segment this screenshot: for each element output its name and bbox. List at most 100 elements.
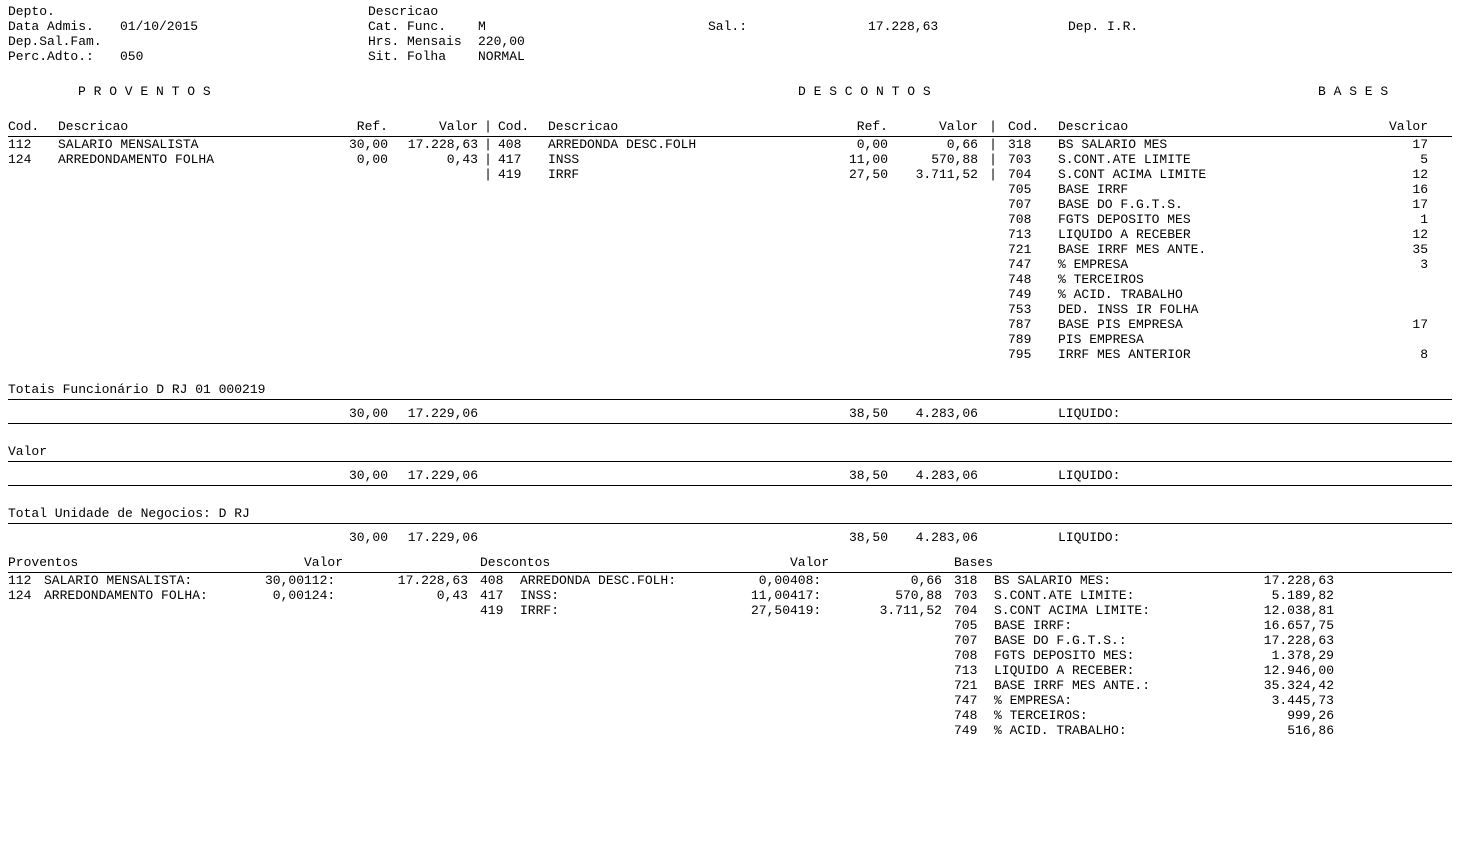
prov-desc (58, 302, 308, 317)
valor-line: 30,00 17.229,06 38,50 4.283,06 LIQUIDO: (8, 462, 1452, 486)
bdesc-val: 3.711,52 (834, 603, 942, 618)
table-row: 749% ACID. TRABALHO:516,86 (8, 723, 1452, 738)
desc-val (888, 197, 978, 212)
bprov-desc (44, 648, 244, 663)
bprov-desc (44, 723, 244, 738)
desc-ref (818, 272, 888, 287)
base-val: 17 (1308, 317, 1428, 332)
desc-val: 3.711,52 (888, 167, 978, 182)
base-cod: 318 (1008, 137, 1058, 152)
bbase-val: 1.378,29 (1214, 648, 1334, 663)
prov-cod (8, 347, 58, 362)
prov-desc (58, 227, 308, 242)
bprov-desc (44, 663, 244, 678)
prov-ref (308, 167, 388, 182)
sep-icon (478, 242, 498, 257)
prov-cod: 112 (8, 137, 58, 152)
bdesc-cod: 417 (480, 588, 520, 603)
base-desc: BASE IRRF MES ANTE. (1058, 242, 1308, 257)
prov-cod: 124 (8, 152, 58, 167)
base-cod: 708 (1008, 212, 1058, 227)
prov-val (388, 212, 478, 227)
bdesc-desc: INSS: (520, 588, 720, 603)
prov-desc (58, 332, 308, 347)
bdesc-cod2 (790, 648, 834, 663)
base-val: 12 (1308, 167, 1428, 182)
table-row: 705BASE IRRF16 (8, 182, 1452, 197)
desc-desc (548, 197, 818, 212)
prov-desc (58, 182, 308, 197)
base-desc: DED. INSS IR FOLHA (1058, 302, 1308, 317)
prov-desc: SALARIO MENSALISTA (58, 137, 308, 152)
table-row: 747% EMPRESA:3.445,73 (8, 693, 1452, 708)
desc-desc (548, 242, 818, 257)
prov-ref (308, 197, 388, 212)
prov-val (388, 167, 478, 182)
bbase-desc: BASE IRRF MES ANTE.: (994, 678, 1214, 693)
bbase-cod: 749 (954, 723, 994, 738)
bbase-cod: 721 (954, 678, 994, 693)
bdesc-cod: 419 (480, 603, 520, 618)
sep-icon: | (978, 137, 1008, 152)
table-row: 708FGTS DEPOSITO MES:1.378,29 (8, 648, 1452, 663)
bprov-val (348, 693, 468, 708)
bdesc-cod (480, 663, 520, 678)
bdesc-ref (720, 663, 790, 678)
bdesc-cod2 (790, 633, 834, 648)
desc-cod: 408 (498, 137, 548, 152)
total-unidade-label: Total Unidade de Negocios: D RJ (8, 506, 1452, 524)
prov-ref (308, 317, 388, 332)
desc-desc (548, 287, 818, 302)
col-val2: Valor (888, 119, 978, 134)
desc-ref: 27,50 (818, 167, 888, 182)
prov-desc (58, 287, 308, 302)
prov-cod (8, 167, 58, 182)
bbase-val: 35.324,42 (1214, 678, 1334, 693)
bdesc-val: 0,66 (834, 573, 942, 588)
bprov-desc: ARREDONDAMENTO FOLHA: (44, 588, 244, 603)
desc-ref (818, 242, 888, 257)
desc-desc (548, 332, 818, 347)
sep-icon (478, 272, 498, 287)
desc-ref (818, 332, 888, 347)
bprov-cod2 (304, 663, 348, 678)
bprov-cod (8, 603, 44, 618)
bottom-summary-header: Proventos Valor Descontos Valor Bases (8, 555, 1452, 573)
bdesc-ref: 0,00 (720, 573, 790, 588)
prov-val: 17.228,63 (388, 137, 478, 152)
bbase-cod: 704 (954, 603, 994, 618)
hrs-mensais-label: Hrs. Mensais (368, 34, 478, 49)
bbase-cod: 707 (954, 633, 994, 648)
prov-cod (8, 272, 58, 287)
sep-icon (978, 212, 1008, 227)
col-cod3: Cod. (1008, 119, 1058, 134)
base-desc: BASE DO F.G.T.S. (1058, 197, 1308, 212)
valor-label: Valor (8, 444, 1452, 462)
desc-val (888, 272, 978, 287)
bbase-val: 16.657,75 (1214, 618, 1334, 633)
bprov-desc (44, 633, 244, 648)
table-row: 721BASE IRRF MES ANTE.35 (8, 242, 1452, 257)
prov-ref (308, 332, 388, 347)
bprov-ref (244, 633, 304, 648)
bdesc-desc (520, 723, 720, 738)
data-admis-label: Data Admis. (8, 19, 120, 34)
table-row: |419IRRF27,503.711,52|704S.CONT ACIMA LI… (8, 167, 1452, 182)
base-cod: 713 (1008, 227, 1058, 242)
desc-ref (818, 317, 888, 332)
sal-label: Sal.: (708, 19, 868, 34)
bdesc-ref (720, 723, 790, 738)
desc-desc (548, 212, 818, 227)
sep-icon: | (978, 167, 1008, 182)
prov-cod (8, 212, 58, 227)
hrs-mensais-value: 220,00 (478, 34, 525, 49)
base-cod: 721 (1008, 242, 1058, 257)
bdesc-cod (480, 678, 520, 693)
desc-desc (548, 182, 818, 197)
bprov-desc (44, 678, 244, 693)
bbase-cod: 318 (954, 573, 994, 588)
totais-funcionario-label: Totais Funcionário D RJ 01 000219 (8, 382, 1452, 400)
desc-val (888, 182, 978, 197)
sep-icon (978, 332, 1008, 347)
desc-cod: 417 (498, 152, 548, 167)
